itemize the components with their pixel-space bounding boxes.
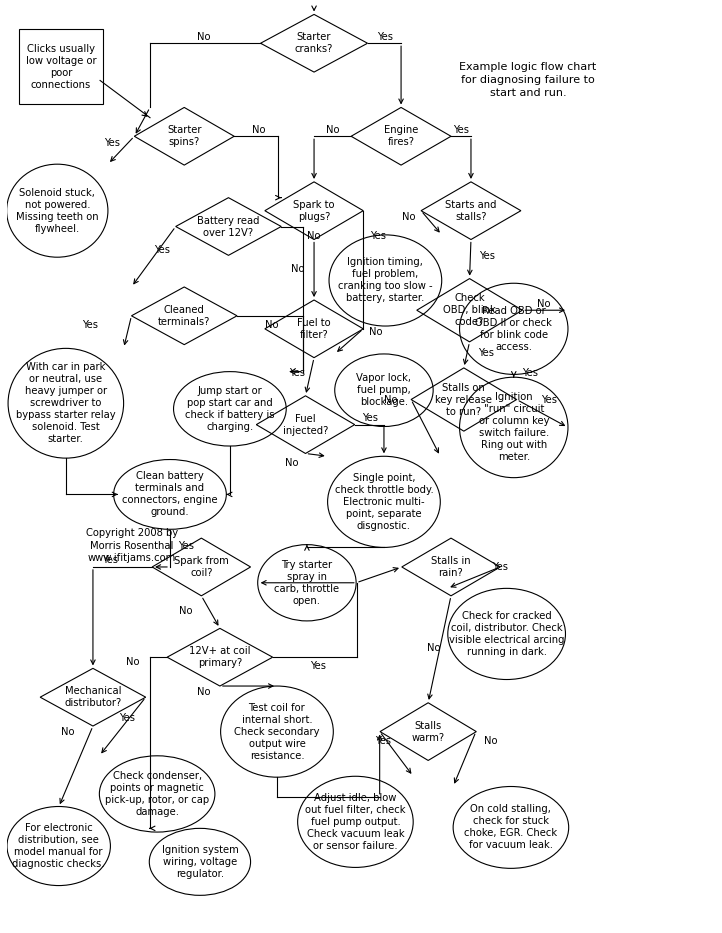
Text: Clicks usually
low voltage or
poor
connections: Clicks usually low voltage or poor conne… <box>25 44 96 90</box>
Text: Yes: Yes <box>119 713 135 723</box>
Text: Starter
cranks?: Starter cranks? <box>295 33 334 54</box>
Text: No: No <box>536 299 550 309</box>
Text: With car in park
or neutral, use
heavy jumper or
screwdriver to
bypass starter r: With car in park or neutral, use heavy j… <box>16 362 116 444</box>
Text: Cleaned
terminals?: Cleaned terminals? <box>158 305 210 327</box>
Text: Yes: Yes <box>453 125 469 134</box>
Text: No: No <box>252 125 265 134</box>
Text: Vapor lock,
fuel pump,
blockage.: Vapor lock, fuel pump, blockage. <box>357 373 412 407</box>
Text: No: No <box>307 230 321 241</box>
Text: Battery read
over 12V?: Battery read over 12V? <box>197 216 260 238</box>
Text: No: No <box>369 327 383 337</box>
Text: For electronic
distribution, see
model manual for
diagnostic checks.: For electronic distribution, see model m… <box>12 823 105 869</box>
Text: Jump start or
pop start car and
check if battery is
charging.: Jump start or pop start car and check if… <box>185 386 274 432</box>
Text: Fuel
injected?: Fuel injected? <box>283 413 329 436</box>
Text: No: No <box>427 643 440 653</box>
Text: Yes: Yes <box>102 554 118 564</box>
Text: Spark to
plugs?: Spark to plugs? <box>293 200 335 222</box>
Text: On cold stalling,
check for stuck
choke, EGR. Check
for vacuum leak.: On cold stalling, check for stuck choke,… <box>464 804 557 850</box>
Text: Check condenser,
points or magnetic
pick-up, rotor, or cap
damage.: Check condenser, points or magnetic pick… <box>105 771 209 817</box>
Text: Yes: Yes <box>82 320 98 330</box>
Text: Yes: Yes <box>104 138 120 147</box>
Text: Fuel to
filter?: Fuel to filter? <box>297 318 331 340</box>
Text: Yes: Yes <box>492 562 508 572</box>
Text: Read OBD or
OBD II or check
for blink code
access.: Read OBD or OBD II or check for blink co… <box>475 306 552 352</box>
Text: No: No <box>126 657 139 667</box>
Text: Check
OBD, blink
code?: Check OBD, blink code? <box>443 293 496 327</box>
Text: Example logic flow chart
for diagnosing failure to
start and run.: Example logic flow chart for diagnosing … <box>459 62 596 98</box>
Text: No: No <box>61 727 74 737</box>
Text: Test coil for
internal short.
Check secondary
output wire
resistance.: Test coil for internal short. Check seco… <box>234 703 320 760</box>
Text: Yes: Yes <box>378 32 393 42</box>
Text: Yes: Yes <box>541 395 557 405</box>
Text: Stalls
warm?: Stalls warm? <box>412 720 445 743</box>
Text: Engine
fires?: Engine fires? <box>384 125 418 147</box>
Text: No: No <box>179 606 193 616</box>
Text: No: No <box>285 458 298 467</box>
Text: No: No <box>402 212 415 222</box>
Text: Yes: Yes <box>178 540 194 550</box>
Text: Solenoid stuck,
not powered.
Missing teeth on
flywheel.: Solenoid stuck, not powered. Missing tee… <box>16 188 99 233</box>
Text: Yes: Yes <box>479 251 495 261</box>
Text: 12V+ at coil
primary?: 12V+ at coil primary? <box>189 647 251 668</box>
Text: No: No <box>326 125 339 134</box>
Text: No: No <box>197 32 210 42</box>
Text: Clean battery
terminals and
connectors, engine
ground.: Clean battery terminals and connectors, … <box>122 471 218 518</box>
Text: Adjust idle, blow
out fuel filter, check
fuel pump output.
Check vacuum leak
or : Adjust idle, blow out fuel filter, check… <box>305 793 406 851</box>
Text: Stalls in
rain?: Stalls in rain? <box>431 556 471 578</box>
Text: Spark from
coil?: Spark from coil? <box>174 556 229 578</box>
Text: Yes: Yes <box>362 413 378 424</box>
Text: Starter
spins?: Starter spins? <box>167 125 201 147</box>
Text: No: No <box>264 320 278 330</box>
Text: Yes: Yes <box>154 244 170 255</box>
Text: Ignition
"run" circuit
or column key
switch failure.
Ring out with
meter.: Ignition "run" circuit or column key swi… <box>479 393 549 463</box>
Text: Single point,
check throttle body.
Electronic multi-
point, separate
disgnostic.: Single point, check throttle body. Elect… <box>334 473 433 531</box>
Text: Stalls on
key release
to run?: Stalls on key release to run? <box>435 383 492 416</box>
Text: Mechanical
distributor?: Mechanical distributor? <box>64 686 121 708</box>
Text: Copyright 2008 by
Morris Rosenthal
www.ifitjams.com: Copyright 2008 by Morris Rosenthal www.i… <box>86 528 178 563</box>
Text: Yes: Yes <box>522 369 539 379</box>
Text: Yes: Yes <box>478 348 494 358</box>
Text: Starts and
stalls?: Starts and stalls? <box>445 200 497 222</box>
Text: Yes: Yes <box>375 736 391 745</box>
Text: No: No <box>197 687 211 697</box>
Text: Yes: Yes <box>310 661 326 672</box>
Text: Yes: Yes <box>370 230 386 241</box>
Text: Yes: Yes <box>290 369 305 379</box>
Text: No: No <box>384 395 398 405</box>
Text: Try starter
spray in
carb, throttle
open.: Try starter spray in carb, throttle open… <box>274 560 339 606</box>
Text: Ignition timing,
fuel problem,
cranking too slow -
battery, starter.: Ignition timing, fuel problem, cranking … <box>338 258 432 303</box>
Text: No: No <box>290 264 304 274</box>
Text: Ignition system
wiring, voltage
regulator.: Ignition system wiring, voltage regulato… <box>162 845 238 879</box>
Text: Check for cracked
coil, distributor. Check
visible electrical arcing
running in : Check for cracked coil, distributor. Che… <box>449 611 565 657</box>
Text: No: No <box>484 736 497 745</box>
